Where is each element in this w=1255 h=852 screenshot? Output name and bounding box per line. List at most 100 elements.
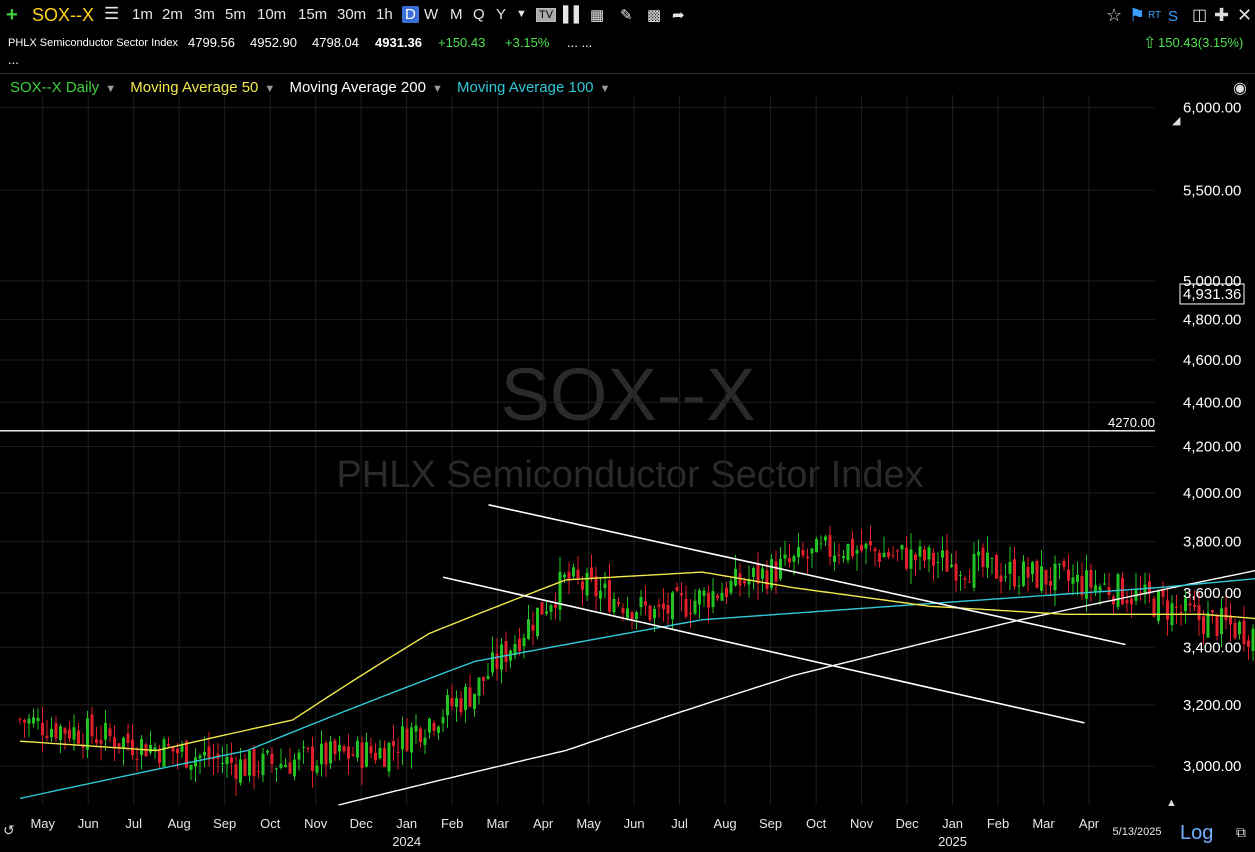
period-30m[interactable]: 30m [337, 6, 367, 23]
candle-body [108, 728, 112, 737]
candle-body [536, 607, 539, 637]
candle-body [851, 538, 854, 557]
bar-chart-icon[interactable]: ▌▌ [563, 6, 585, 23]
candle-body [1202, 616, 1205, 634]
symbol-selector[interactable]: SOX--X [32, 5, 95, 25]
candle-body [1161, 589, 1165, 597]
period-w[interactable]: W [424, 6, 439, 23]
candle-body [72, 727, 76, 740]
candle-body [1157, 591, 1160, 621]
candle-body [333, 740, 337, 755]
candle-body [1031, 562, 1034, 575]
period-1h[interactable]: 1h [376, 6, 393, 23]
period-10m[interactable]: 10m [257, 6, 287, 23]
legend-price[interactable]: SOX--X Daily [10, 79, 100, 96]
legend-ma50[interactable]: Moving Average 50 [130, 79, 259, 96]
candle-body [702, 590, 706, 596]
candle-body [369, 746, 373, 754]
flag-icon[interactable]: ⚑ [1129, 5, 1146, 25]
period-y[interactable]: Y [496, 6, 507, 23]
add-icon[interactable]: + [6, 4, 18, 26]
save-icon[interactable]: ◫ [1192, 7, 1208, 24]
expand-icon[interactable]: ⧉ [1236, 824, 1246, 840]
legend-ma100[interactable]: Moving Average 100 [457, 79, 594, 96]
candle-body [725, 587, 728, 597]
candle-body [306, 747, 310, 750]
star-icon[interactable]: ☆ [1106, 5, 1123, 25]
close-icon[interactable]: ✕ [1237, 5, 1253, 25]
y-tick-label: 3,800.00 [1183, 534, 1241, 551]
scroll-up-icon[interactable]: ▲ [1166, 797, 1177, 809]
candle-body [158, 748, 161, 763]
pencil-icon[interactable]: ✎ [620, 7, 633, 24]
chevron-down-icon[interactable]: ▼ [264, 83, 276, 95]
period-d[interactable]: D [402, 6, 419, 23]
candle-body [1008, 561, 1012, 574]
skype-icon[interactable]: S [1168, 8, 1179, 25]
candle-body [504, 641, 508, 663]
candle-body [423, 737, 427, 745]
chevron-down-icon[interactable]: ▼ [105, 83, 117, 95]
candle-body [540, 602, 544, 615]
high-value: 4952.90 [250, 35, 297, 50]
candle-body [320, 743, 323, 765]
globe-icon[interactable]: ◉ [1233, 80, 1247, 97]
candle-body [473, 693, 476, 710]
y-tick-label: 4,400.00 [1183, 394, 1241, 411]
candle-body [527, 619, 530, 639]
candle-body [77, 730, 80, 744]
move-icon[interactable]: ✚ [1214, 5, 1230, 25]
candle-body [959, 575, 962, 577]
candle-body [513, 643, 517, 656]
period-2m[interactable]: 2m [162, 6, 183, 23]
candle-body [414, 725, 418, 732]
chevron-down-icon[interactable]: ▼ [599, 83, 611, 95]
x-tick-label: Jul [671, 816, 688, 831]
candle-body [180, 745, 184, 752]
period-5m[interactable]: 5m [225, 6, 246, 23]
period-15m[interactable]: 15m [298, 6, 328, 23]
x-year-label: 2024 [392, 834, 421, 849]
candle-body [383, 748, 386, 767]
candle-body [140, 739, 143, 756]
period-m[interactable]: M [450, 6, 463, 23]
candle-body [657, 604, 661, 607]
period-1m[interactable]: 1m [132, 6, 153, 23]
calculator-icon[interactable]: ▦ [590, 7, 605, 24]
chevron-down-icon[interactable]: ▼ [516, 8, 527, 20]
y-tick-label: 5,500.00 [1183, 182, 1241, 199]
x-tick-label: Sep [759, 816, 782, 831]
period-3m[interactable]: 3m [194, 6, 215, 23]
layers-icon[interactable]: ▩ [647, 7, 662, 24]
share-icon[interactable]: ➦ [672, 7, 685, 24]
candle-body [882, 552, 886, 558]
zoom-icon[interactable]: ↺ [3, 822, 15, 838]
candle-body [806, 556, 809, 559]
candle-body [464, 686, 467, 711]
candle-body [243, 759, 247, 776]
period-q[interactable]: Q [473, 6, 485, 23]
candle-body [684, 598, 688, 617]
candle-body [918, 546, 922, 557]
candle-body [374, 752, 377, 761]
candle-body [495, 653, 499, 669]
candle-body [63, 728, 67, 734]
candle-body [662, 603, 665, 610]
chevron-down-icon[interactable]: ▼ [431, 83, 443, 95]
candle-body [945, 550, 949, 572]
y-tick-label: 4,800.00 [1183, 312, 1241, 329]
tv-icon[interactable]: TV [536, 8, 557, 22]
bar-type-icon[interactable]: ☰ [104, 4, 120, 23]
candle-body [171, 746, 175, 752]
legend-ma200[interactable]: Moving Average 200 [289, 79, 426, 96]
candle-body [342, 746, 346, 752]
candle-body [1125, 600, 1129, 604]
candle-body [675, 587, 679, 591]
candle-body [1197, 605, 1201, 620]
last-price-label: 4,931.36 [1183, 286, 1241, 303]
trend-line [442, 576, 1085, 724]
log-toggle[interactable]: Log [1180, 822, 1214, 844]
candle-body [756, 563, 760, 584]
scroll-icon[interactable]: ◢ [1172, 115, 1181, 127]
